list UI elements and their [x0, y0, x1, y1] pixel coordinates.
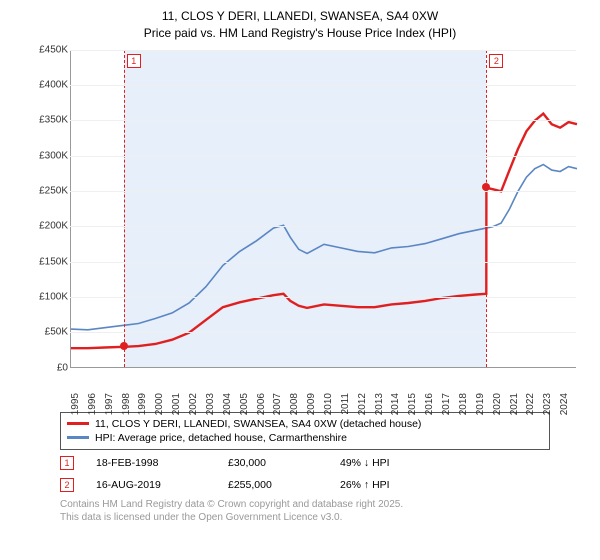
y-gridline: [70, 297, 576, 298]
x-tick-label: 2018: [458, 393, 469, 415]
chart-container: 11, CLOS Y DERI, LLANEDI, SWANSEA, SA4 0…: [0, 0, 600, 530]
x-tick-label: 2010: [323, 393, 334, 415]
y-gridline: [70, 191, 576, 192]
x-tick-label: 2014: [390, 393, 401, 415]
x-tick-label: 2012: [357, 393, 368, 415]
y-tick-label: £400K: [20, 79, 68, 90]
txn-price: £255,000: [228, 479, 318, 491]
x-tick-label: 2007: [272, 393, 283, 415]
txn-delta: 26% ↑ HPI: [340, 479, 390, 491]
x-tick-label: 2022: [525, 393, 536, 415]
y-tick-label: £300K: [20, 150, 68, 161]
marker-flag: 2: [489, 54, 503, 68]
y-tick-label: £350K: [20, 115, 68, 126]
y-gridline: [70, 50, 576, 51]
flag-icon: 1: [60, 456, 74, 470]
x-tick-label: 1998: [121, 393, 132, 415]
y-tick-label: £450K: [20, 44, 68, 55]
y-tick-label: £150K: [20, 256, 68, 267]
x-tick-label: 1999: [137, 393, 148, 415]
legend-swatch: [67, 436, 89, 439]
y-tick-label: £200K: [20, 221, 68, 232]
x-tick-label: 2002: [188, 393, 199, 415]
legend-label: 11, CLOS Y DERI, LLANEDI, SWANSEA, SA4 0…: [95, 418, 421, 430]
marker-flag: 1: [127, 54, 141, 68]
txn-delta: 49% ↓ HPI: [340, 457, 390, 469]
plot-region: 12: [70, 50, 576, 368]
y-gridline: [70, 226, 576, 227]
x-tick-label: 1995: [70, 393, 81, 415]
legend-row: 11, CLOS Y DERI, LLANEDI, SWANSEA, SA4 0…: [67, 417, 543, 431]
x-tick-label: 1996: [87, 393, 98, 415]
x-tick-label: 2019: [475, 393, 486, 415]
y-tick-label: £0: [20, 362, 68, 373]
marker-dashline: [124, 50, 125, 367]
x-tick-label: 2004: [222, 393, 233, 415]
y-tick-label: £250K: [20, 185, 68, 196]
transactions-table: 1 18-FEB-1998 £30,000 49% ↓ HPI 2 16-AUG…: [60, 452, 590, 496]
x-tick-label: 2016: [424, 393, 435, 415]
title-block: 11, CLOS Y DERI, LLANEDI, SWANSEA, SA4 0…: [10, 8, 590, 42]
y-gridline: [70, 156, 576, 157]
marker-dot: [120, 342, 128, 350]
credit-line: This data is licensed under the Open Gov…: [60, 511, 590, 524]
x-tick-label: 2020: [492, 393, 503, 415]
txn-date: 18-FEB-1998: [96, 457, 206, 469]
x-tick-label: 2000: [154, 393, 165, 415]
y-gridline: [70, 332, 576, 333]
y-gridline: [70, 262, 576, 263]
x-tick-label: 2011: [340, 393, 351, 415]
legend-label: HPI: Average price, detached house, Carm…: [95, 432, 347, 444]
x-tick-label: 2009: [306, 393, 317, 415]
y-tick-label: £50K: [20, 327, 68, 338]
series-price-paid: [71, 113, 577, 348]
y-tick-label: £100K: [20, 291, 68, 302]
y-gridline: [70, 120, 576, 121]
x-tick-label: 2008: [289, 393, 300, 415]
table-row: 1 18-FEB-1998 £30,000 49% ↓ HPI: [60, 452, 590, 474]
txn-date: 16-AUG-2019: [96, 479, 206, 491]
x-tick-label: 2013: [374, 393, 385, 415]
x-tick-label: 2021: [509, 393, 520, 415]
x-tick-label: 2023: [542, 393, 553, 415]
title-address: 11, CLOS Y DERI, LLANEDI, SWANSEA, SA4 0…: [10, 8, 590, 25]
marker-dashline: [486, 50, 487, 367]
x-tick-label: 2015: [407, 393, 418, 415]
line-layer: [71, 50, 576, 367]
title-sub: Price paid vs. HM Land Registry's House …: [10, 25, 590, 42]
txn-price: £30,000: [228, 457, 318, 469]
x-tick-label: 2024: [559, 393, 570, 415]
y-gridline: [70, 85, 576, 86]
legend-swatch: [67, 422, 89, 425]
x-tick-label: 2017: [441, 393, 452, 415]
legend: 11, CLOS Y DERI, LLANEDI, SWANSEA, SA4 0…: [60, 412, 550, 450]
credit-block: Contains HM Land Registry data © Crown c…: [60, 496, 590, 524]
x-tick-label: 2003: [205, 393, 216, 415]
legend-row: HPI: Average price, detached house, Carm…: [67, 431, 543, 445]
x-tick-label: 2005: [239, 393, 250, 415]
chart-area: 12 £0£50K£100K£150K£200K£250K£300K£350K£…: [20, 46, 580, 406]
credit-line: Contains HM Land Registry data © Crown c…: [60, 498, 590, 511]
flag-icon: 2: [60, 478, 74, 492]
x-tick-label: 1997: [104, 393, 115, 415]
x-tick-label: 2001: [171, 393, 182, 415]
table-row: 2 16-AUG-2019 £255,000 26% ↑ HPI: [60, 474, 590, 496]
x-tick-label: 2006: [256, 393, 267, 415]
